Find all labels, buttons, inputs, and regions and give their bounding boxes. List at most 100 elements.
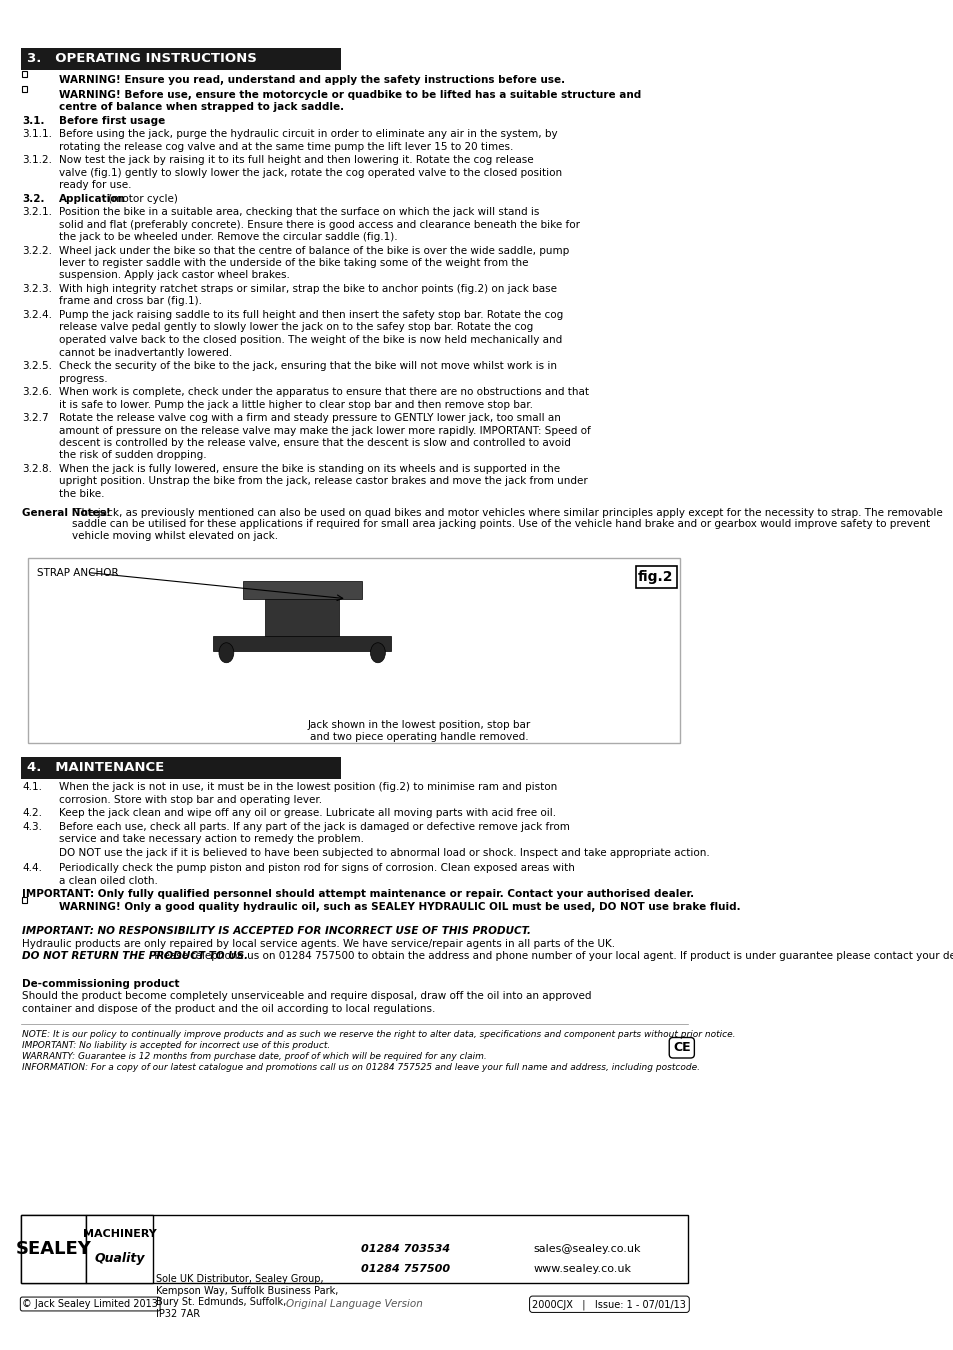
Bar — [213, 636, 391, 651]
Text: WARNING! Only a good quality hydraulic oil, such as SEALEY HYDRAULIC OIL must be: WARNING! Only a good quality hydraulic o… — [59, 902, 740, 911]
Text: fig.2: fig.2 — [638, 570, 673, 583]
Text: DO NOT use the jack if it is believed to have been subjected to abnormal load or: DO NOT use the jack if it is believed to… — [59, 848, 709, 859]
Text: Check the security of the bike to the jack, ensuring that the bike will not move: Check the security of the bike to the ja… — [59, 360, 557, 371]
Circle shape — [219, 643, 233, 663]
Text: 3.2.5.: 3.2.5. — [22, 360, 52, 371]
Bar — [22, 896, 27, 903]
Text: Before first usage: Before first usage — [59, 116, 166, 127]
Bar — [265, 595, 339, 636]
Text: Pump the jack raising saddle to its full height and then insert the safety stop : Pump the jack raising saddle to its full… — [59, 310, 563, 320]
Text: Rotate the release valve cog with a firm and steady pressure to GENTLY lower jac: Rotate the release valve cog with a firm… — [59, 413, 560, 423]
Bar — [29, 558, 679, 742]
Text: www.sealey.co.uk: www.sealey.co.uk — [533, 1264, 631, 1274]
Text: 4.   MAINTENANCE: 4. MAINTENANCE — [27, 761, 164, 774]
Text: IMPORTANT: Only fully qualified personnel should attempt maintenance or repair. : IMPORTANT: Only fully qualified personne… — [22, 890, 694, 899]
Bar — [21, 1215, 687, 1282]
Text: ready for use.: ready for use. — [59, 180, 132, 190]
Text: 3.2.1.: 3.2.1. — [22, 207, 52, 217]
Text: Keep the jack clean and wipe off any oil or grease. Lubricate all moving parts w: Keep the jack clean and wipe off any oil… — [59, 809, 556, 818]
Text: 4.3.: 4.3. — [22, 822, 42, 832]
Text: solid and flat (preferably concrete). Ensure there is good access and clearance : solid and flat (preferably concrete). En… — [59, 220, 579, 230]
Text: WARNING! Before use, ensure the motorcycle or quadbike to be lifted has a suitab: WARNING! Before use, ensure the motorcyc… — [59, 89, 641, 100]
Text: NOTE: It is our policy to continually improve products and as such we reserve th: NOTE: It is our policy to continually im… — [22, 1030, 735, 1040]
Text: upright position. Unstrap the bike from the jack, release castor brakes and move: upright position. Unstrap the bike from … — [59, 477, 588, 486]
Bar — [21, 756, 340, 779]
Text: centre of balance when strapped to jack saddle.: centre of balance when strapped to jack … — [59, 103, 344, 112]
Text: 3.2.3.: 3.2.3. — [22, 284, 52, 294]
Text: 3.   OPERATING INSTRUCTIONS: 3. OPERATING INSTRUCTIONS — [27, 53, 256, 66]
Text: operated valve back to the closed position. The weight of the bike is now held m: operated valve back to the closed positi… — [59, 335, 562, 346]
Text: frame and cross bar (fig.1).: frame and cross bar (fig.1). — [59, 297, 202, 306]
Bar — [22, 85, 27, 92]
Text: valve (fig.1) gently to slowly lower the jack, rotate the cog operated valve to : valve (fig.1) gently to slowly lower the… — [59, 167, 562, 177]
Text: 3.1.1.: 3.1.1. — [22, 130, 52, 139]
Text: Sole UK Distributor, Sealey Group,
Kempson Way, Suffolk Business Park,
Bury St. : Sole UK Distributor, Sealey Group, Kemps… — [156, 1274, 338, 1319]
Text: 3.2.7: 3.2.7 — [22, 413, 49, 423]
Bar — [21, 1215, 86, 1282]
Text: (motor cycle): (motor cycle) — [106, 194, 178, 204]
Text: STRAP ANCHOR: STRAP ANCHOR — [37, 567, 118, 578]
Text: release valve pedal gently to slowly lower the jack on to the safey stop bar. Ro: release valve pedal gently to slowly low… — [59, 323, 533, 332]
Text: Before using the jack, purge the hydraulic circuit in order to eliminate any air: Before using the jack, purge the hydraul… — [59, 130, 558, 139]
Text: it is safe to lower. Pump the jack a little higher to clear stop bar and then re: it is safe to lower. Pump the jack a lit… — [59, 400, 533, 409]
Text: Now test the jack by raising it to its full height and then lowering it. Rotate : Now test the jack by raising it to its f… — [59, 155, 534, 165]
Text: Original Language Version: Original Language Version — [286, 1299, 422, 1310]
Text: INFORMATION: For a copy of our latest catalogue and promotions call us on 01284 : INFORMATION: For a copy of our latest ca… — [22, 1064, 700, 1072]
Text: CE: CE — [672, 1041, 690, 1054]
Text: 3.1.: 3.1. — [22, 116, 45, 127]
Text: IMPORTANT: No liability is accepted for incorrect use of this product.: IMPORTANT: No liability is accepted for … — [22, 1041, 330, 1050]
Bar — [86, 1215, 152, 1282]
Text: Periodically check the pump piston and piston rod for signs of corrosion. Clean : Periodically check the pump piston and p… — [59, 863, 575, 873]
Text: the bike.: the bike. — [59, 489, 105, 500]
Text: Hydraulic products are only repaired by local service agents. We have service/re: Hydraulic products are only repaired by … — [22, 938, 615, 949]
Text: When the jack is not in use, it must be in the lowest position (fig.2) to minimi: When the jack is not in use, it must be … — [59, 783, 558, 792]
Text: corrosion. Store with stop bar and operating lever.: corrosion. Store with stop bar and opera… — [59, 795, 322, 805]
Text: General Notes!: General Notes! — [22, 508, 111, 517]
Text: WARRANTY: Guarantee is 12 months from purchase date, proof of which will be requ: WARRANTY: Guarantee is 12 months from pu… — [22, 1052, 487, 1061]
Text: MACHINERY: MACHINERY — [83, 1230, 156, 1239]
Text: © Jack Sealey Limited 2013: © Jack Sealey Limited 2013 — [22, 1299, 158, 1310]
Text: 01284 757500: 01284 757500 — [360, 1264, 450, 1274]
Text: 4.2.: 4.2. — [22, 809, 42, 818]
Text: Before each use, check all parts. If any part of the jack is damaged or defectiv: Before each use, check all parts. If any… — [59, 822, 570, 832]
Text: cannot be inadvertantly lowered.: cannot be inadvertantly lowered. — [59, 347, 233, 358]
Text: the jack to be wheeled under. Remove the circular saddle (fig.1).: the jack to be wheeled under. Remove the… — [59, 232, 397, 242]
Text: 3.2.8.: 3.2.8. — [22, 464, 52, 474]
Text: 3.2.4.: 3.2.4. — [22, 310, 52, 320]
Text: WARNING! Ensure you read, understand and apply the safety instructions before us: WARNING! Ensure you read, understand and… — [59, 76, 565, 85]
Text: sales@sealey.co.uk: sales@sealey.co.uk — [533, 1243, 640, 1254]
Text: Should the product become completely unserviceable and require disposal, draw of: Should the product become completely uns… — [22, 991, 591, 1002]
Text: When work is complete, check under the apparatus to ensure that there are no obs: When work is complete, check under the a… — [59, 387, 589, 397]
Bar — [21, 49, 340, 70]
Text: Wheel jack under the bike so that the centre of balance of the bike is over the : Wheel jack under the bike so that the ce… — [59, 246, 569, 255]
Text: 4.1.: 4.1. — [22, 783, 42, 792]
Text: 3.2.6.: 3.2.6. — [22, 387, 52, 397]
Text: Position the bike in a suitable area, checking that the surface on which the jac: Position the bike in a suitable area, ch… — [59, 207, 539, 217]
Text: progress.: progress. — [59, 374, 108, 383]
Text: container and dispose of the product and the oil according to local regulations.: container and dispose of the product and… — [22, 1004, 436, 1014]
Text: Quality: Quality — [94, 1251, 145, 1265]
Text: With high integrity ratchet straps or similar, strap the bike to anchor points (: With high integrity ratchet straps or si… — [59, 284, 557, 294]
Text: 01284 703534: 01284 703534 — [360, 1243, 450, 1254]
Text: Jack shown in the lowest position, stop bar
and two piece operating handle remov: Jack shown in the lowest position, stop … — [308, 721, 531, 743]
Text: 3.2.: 3.2. — [22, 194, 45, 204]
Text: rotating the release cog valve and at the same time pump the lift lever 15 to 20: rotating the release cog valve and at th… — [59, 142, 514, 151]
Bar — [636, 566, 676, 587]
Bar — [242, 580, 361, 599]
Circle shape — [370, 643, 385, 663]
Text: 4.4.: 4.4. — [22, 863, 42, 873]
Text: descent is controlled by the release valve, ensure that the descent is slow and : descent is controlled by the release val… — [59, 437, 571, 448]
Text: De-commissioning product: De-commissioning product — [22, 979, 179, 988]
Text: Application: Application — [59, 194, 126, 204]
Text: Please telephone us on 01284 757500 to obtain the address and phone number of yo: Please telephone us on 01284 757500 to o… — [151, 952, 953, 961]
Text: lever to register saddle with the underside of the bike taking some of the weigh: lever to register saddle with the unders… — [59, 258, 528, 269]
Text: 3.1.2.: 3.1.2. — [22, 155, 52, 165]
Text: IMPORTANT: NO RESPONSIBILITY IS ACCEPTED FOR INCORRECT USE OF THIS PRODUCT.: IMPORTANT: NO RESPONSIBILITY IS ACCEPTED… — [22, 926, 531, 937]
Text: SEALEY: SEALEY — [15, 1241, 91, 1258]
Text: the risk of sudden dropping.: the risk of sudden dropping. — [59, 451, 207, 460]
Text: The jack, as previously mentioned can also be used on quad bikes and motor vehic: The jack, as previously mentioned can al… — [72, 508, 942, 541]
Text: service and take necessary action to remedy the problem.: service and take necessary action to rem… — [59, 834, 364, 845]
Bar — [22, 72, 27, 77]
Text: a clean oiled cloth.: a clean oiled cloth. — [59, 876, 158, 886]
Text: 2000CJX   |   Issue: 1 - 07/01/13: 2000CJX | Issue: 1 - 07/01/13 — [532, 1299, 685, 1310]
